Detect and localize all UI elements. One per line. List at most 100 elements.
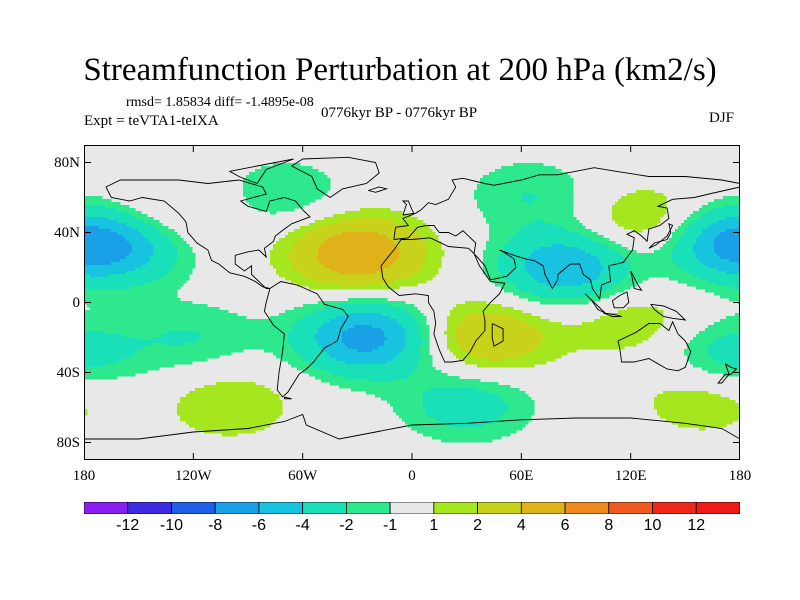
contour-cell — [324, 184, 328, 188]
contour-cell — [372, 217, 376, 221]
contour-cell — [171, 277, 175, 281]
contour-cell — [267, 391, 271, 395]
contour-cell — [270, 319, 274, 323]
contour-cell — [360, 232, 364, 236]
contour-cell — [234, 319, 238, 323]
contour-cell — [381, 346, 385, 350]
contour-cell — [279, 400, 283, 404]
contour-cell — [327, 316, 331, 320]
contour-cell — [312, 328, 316, 332]
contour-cell — [294, 175, 298, 179]
contour-cell — [102, 337, 106, 341]
contour-cell — [312, 256, 316, 260]
contour-cell — [297, 322, 301, 326]
contour-cell — [213, 394, 217, 398]
contour-cell — [132, 343, 136, 347]
contour-cell — [102, 364, 106, 368]
contour-cell — [126, 313, 130, 317]
contour-cell — [90, 250, 94, 254]
contour-cell — [228, 352, 232, 356]
contour-cell — [381, 214, 385, 218]
contour-cell — [273, 205, 277, 209]
contour-cell — [99, 196, 103, 200]
contour-cell — [363, 325, 367, 329]
contour-cell — [282, 187, 286, 191]
contour-cell — [87, 310, 91, 314]
contour-cell — [252, 325, 256, 329]
contour-cell — [384, 346, 388, 350]
contour-cell — [168, 274, 172, 278]
contour-cell — [279, 199, 283, 203]
contour-cell — [333, 262, 337, 266]
contour-cell — [315, 235, 319, 239]
contour-cell — [150, 244, 154, 248]
contour-cell — [132, 352, 136, 356]
contour-cell — [297, 259, 301, 263]
contour-cell — [147, 355, 151, 359]
contour-cell — [186, 262, 190, 266]
contour-cell — [150, 298, 154, 302]
contour-cell — [384, 265, 388, 269]
contour-cell — [351, 373, 355, 377]
contour-cell — [276, 349, 280, 353]
contour-cell — [225, 394, 229, 398]
contour-cell — [159, 295, 163, 299]
contour-cell — [84, 328, 88, 332]
contour-cell — [360, 280, 364, 284]
contour-cell — [87, 250, 91, 254]
contour-cell — [378, 208, 382, 212]
contour-cell — [369, 385, 373, 389]
contour-cell — [357, 283, 361, 287]
contour-cell — [156, 250, 160, 254]
contour-cell — [84, 367, 88, 371]
contour-cell — [342, 223, 346, 227]
contour-cell — [108, 199, 112, 203]
contour-cell — [249, 337, 253, 341]
contour-cell — [153, 310, 157, 314]
contour-cell — [279, 178, 283, 182]
contour-cell — [117, 235, 121, 239]
contour-cell — [87, 274, 91, 278]
contour-cell — [309, 325, 313, 329]
contour-cell — [300, 358, 304, 362]
contour-cell — [123, 355, 127, 359]
contour-cell — [153, 271, 157, 275]
contour-cell — [243, 193, 247, 197]
contour-cell — [318, 175, 322, 179]
contour-cell — [342, 235, 346, 239]
contour-cell — [165, 280, 169, 284]
contour-cell — [90, 331, 94, 335]
contour-cell — [381, 373, 385, 377]
contour-cell — [114, 298, 118, 302]
contour-cell — [141, 319, 145, 323]
contour-cell — [252, 187, 256, 191]
contour-cell — [144, 268, 148, 272]
contour-cell — [315, 274, 319, 278]
contour-cell — [96, 295, 100, 299]
contour-cell — [255, 346, 259, 350]
contour-cell — [159, 358, 163, 362]
contour-cell — [141, 322, 145, 326]
contour-cell — [264, 337, 268, 341]
contour-cell — [171, 259, 175, 263]
contour-cell — [225, 325, 229, 329]
contour-cell — [306, 262, 310, 266]
contour-cell — [126, 289, 130, 293]
contour-cell — [90, 334, 94, 338]
contour-cell — [300, 166, 304, 170]
contour-cell — [201, 409, 205, 413]
contour-cell — [216, 319, 220, 323]
contour-cell — [189, 409, 193, 413]
contour-cell — [222, 397, 226, 401]
contour-cell — [372, 226, 376, 230]
contour-cell — [192, 316, 196, 320]
contour-cell — [249, 187, 253, 191]
contour-cell — [252, 412, 256, 416]
contour-cell — [171, 262, 175, 266]
contour-cell — [96, 223, 100, 227]
contour-cell — [132, 355, 136, 359]
contour-cell — [162, 226, 166, 230]
contour-cell — [333, 316, 337, 320]
contour-cell — [237, 394, 241, 398]
contour-cell — [303, 331, 307, 335]
